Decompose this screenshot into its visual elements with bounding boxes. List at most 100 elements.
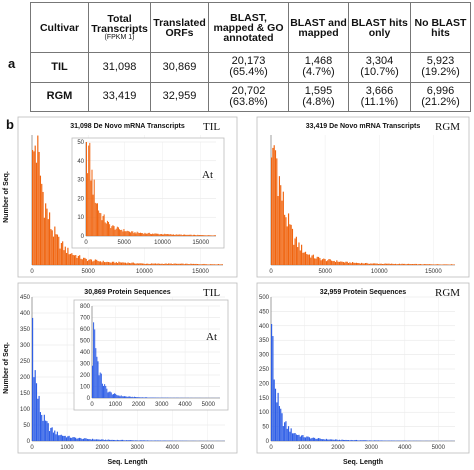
histogram-bar: [445, 264, 448, 265]
histogram-bar: [92, 365, 93, 398]
histogram-bar: [203, 263, 205, 265]
histogram-bar: [405, 264, 407, 265]
histogram-bar: [303, 252, 305, 265]
histogram-bar: [115, 228, 117, 236]
cell-hits: 3,666 (11.1%): [348, 81, 411, 112]
histogram-bar: [312, 437, 314, 441]
histogram-bar: [154, 263, 157, 265]
histogram-bar: [141, 397, 143, 398]
histogram-bar: [217, 264, 219, 265]
histogram-bar: [188, 234, 190, 236]
y-tick-label: 400: [80, 350, 91, 356]
histogram-bar: [435, 264, 437, 265]
histogram-bar: [424, 264, 427, 265]
x-tick-label: 2000: [96, 445, 110, 451]
histogram-bar: [90, 180, 92, 236]
y-tick-label: 350: [259, 338, 270, 344]
histogram-bar: [155, 233, 157, 236]
histogram-bar: [138, 397, 140, 398]
histogram-bar: [56, 234, 59, 265]
histogram-bar: [105, 223, 107, 236]
inset-tag: At: [202, 169, 213, 181]
histogram-bar: [104, 384, 106, 398]
histogram-bar: [79, 255, 81, 265]
histogram-bar: [393, 264, 395, 265]
histogram-bar: [78, 437, 81, 441]
histogram-bar: [107, 262, 110, 265]
histogram-bar: [371, 263, 373, 265]
histogram-bar: [276, 158, 278, 265]
histogram-bar: [273, 379, 275, 441]
histogram-bar: [89, 142, 91, 236]
histogram-bar: [165, 263, 167, 265]
histogram-bar: [310, 257, 312, 265]
x-tick-label: 0: [90, 402, 94, 408]
histogram-bar: [139, 263, 141, 265]
histogram-bar: [47, 423, 49, 441]
panel-title: 32,959 Protein Sequences: [320, 289, 406, 296]
histogram-bar: [379, 263, 381, 265]
histogram-bar: [51, 427, 53, 441]
histogram-bar: [54, 430, 56, 441]
histogram-bar: [107, 392, 109, 398]
histogram-bar: [175, 234, 177, 236]
histogram-bar: [132, 262, 134, 265]
histogram-bar: [37, 398, 39, 441]
histogram-bar: [129, 440, 131, 441]
histogram-bar: [118, 395, 120, 398]
histogram-bar: [184, 234, 186, 236]
histogram-bar: [220, 264, 222, 265]
histogram-bar: [285, 217, 287, 265]
histogram-bar: [178, 263, 180, 265]
x-tick-label: 10000: [154, 240, 171, 246]
til-mrna-inset-panel: 0 10 20 30 40 50 0 5000 10000 15000 At: [71, 137, 225, 249]
x-tick-label: 3000: [155, 402, 169, 408]
histogram-bar: [94, 202, 96, 236]
table-row: TIL 31,098 30,869 20,173 (65.4%) 1,468 (4.…: [30, 52, 471, 83]
x-tick-label: 5000: [202, 402, 216, 408]
histogram-bar: [281, 200, 283, 265]
histogram-bar: [132, 231, 134, 236]
histogram-bar: [337, 440, 339, 441]
histogram-bar: [108, 221, 110, 236]
histogram-bar: [447, 264, 449, 265]
histogram-bar: [355, 262, 357, 265]
histogram-bar: [109, 391, 111, 398]
y-tick-label: 300: [259, 353, 270, 359]
x-tick-label: 4000: [166, 445, 180, 451]
histogram-bar: [350, 263, 352, 265]
histogram-bar: [151, 234, 152, 236]
histogram-bar: [282, 426, 284, 441]
histogram-bar: [137, 397, 139, 398]
histogram-bar: [431, 264, 433, 265]
histogram-bar: [126, 396, 128, 398]
histogram-bar: [157, 440, 159, 441]
histogram-bar: [273, 145, 275, 265]
histogram-bar: [141, 233, 143, 236]
histogram-bar: [363, 440, 365, 441]
histogram-bar: [183, 264, 185, 265]
histogram-bar: [376, 263, 378, 265]
histogram-bar: [114, 229, 116, 236]
histogram-bar: [146, 397, 148, 398]
histogram-bar: [168, 263, 170, 265]
histogram-bar: [190, 234, 192, 236]
histogram-bar: [175, 263, 178, 265]
histogram-bar: [191, 263, 193, 265]
histogram-bar: [128, 231, 130, 236]
histogram-bar: [94, 329, 96, 398]
histogram-bar: [133, 440, 135, 441]
histogram-bar: [46, 421, 48, 441]
histogram-bar: [324, 259, 326, 265]
histogram-bar: [367, 263, 369, 265]
histogram-bar: [306, 254, 308, 265]
histogram-bar: [145, 440, 147, 441]
histogram-bar: [186, 263, 188, 265]
x-tick-label: 5000: [118, 240, 132, 246]
histogram-bar: [50, 427, 52, 441]
histogram-bar: [195, 235, 197, 236]
histogram-bar: [293, 433, 295, 441]
histogram-bar: [136, 440, 138, 441]
histogram-bar: [295, 236, 297, 265]
x-tick-label: 5000: [201, 445, 215, 451]
